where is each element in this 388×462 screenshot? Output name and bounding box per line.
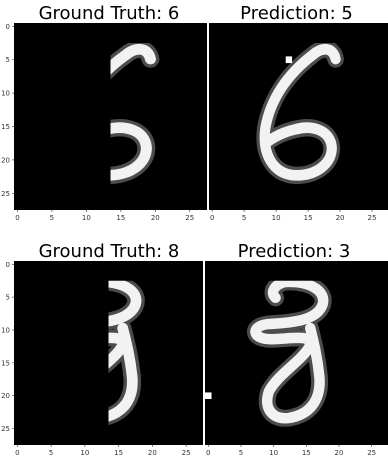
x-tick-label: 20 [148,449,157,457]
perturbation-pixel [285,56,293,64]
y-tick-label: 5 [6,56,10,64]
digit-image-ground-truth-8: 0 5 10 15 20 25 0 5 10 15 20 25 [1,261,203,457]
x-tick-label: 0 [15,449,19,457]
digit-strokes [256,43,344,184]
x-tick-label: 15 [304,214,313,222]
digit-stroke [108,280,142,422]
y-tick-label: 5 [6,294,10,302]
x-tick-label: 20 [336,214,345,222]
x-tick-label: 25 [368,214,377,222]
y-tick-label: 20 [1,156,10,164]
digit-image-prediction-5: 0 5 10 15 20 25 [209,23,388,222]
y-tick-label: 15 [1,359,10,367]
x-tick-label: 25 [367,449,376,457]
x-tick-label: 10 [80,449,89,457]
panel-title: Prediction: 5 [240,3,353,24]
x-tick-label: 25 [182,449,191,457]
x-tick-label: 5 [239,449,243,457]
x-tick-label: 0 [15,214,19,222]
x-tick-label: 10 [269,449,278,457]
digit-stroke [110,43,156,181]
x-tick-label: 0 [210,214,214,222]
perturbation-pixel [205,392,212,399]
panel-title: Prediction: 3 [237,241,351,262]
x-tick-label: 15 [116,214,125,222]
y-tick-label: 0 [6,261,10,269]
digit-stroke [259,43,341,181]
digit-image-ground-truth-6: 0 5 10 15 20 25 0 5 10 15 20 25 [1,23,207,222]
panel-title: Ground Truth: 8 [38,241,180,262]
x-tick-label: 15 [114,449,123,457]
digit-stroke [250,280,329,424]
x-tick-label: 20 [335,449,344,457]
panel-title: Ground Truth: 6 [38,3,180,24]
x-tick-label: 25 [185,214,194,222]
x-tick-label: 5 [49,449,53,457]
x-tick-label: 0 [206,449,210,457]
x-tick-label: 20 [151,214,160,222]
y-tick-label: 25 [1,425,10,433]
x-tick-label: 15 [302,449,311,457]
x-tick-label: 10 [82,214,91,222]
x-tick-label: 10 [272,214,281,222]
digit-strokes [108,280,145,426]
digit-image-prediction-3: 0 5 10 15 20 25 [205,261,388,457]
y-tick-label: 15 [1,123,10,131]
digit-strokes [246,280,332,427]
y-tick-label: 25 [1,190,10,198]
x-tick-label: 5 [50,214,54,222]
x-tick-label: 5 [242,214,246,222]
y-tick-label: 20 [1,392,10,400]
y-tick-label: 10 [1,90,10,98]
y-tick-label: 10 [1,327,10,335]
digit-strokes [110,43,160,184]
y-tick-label: 0 [6,23,10,31]
